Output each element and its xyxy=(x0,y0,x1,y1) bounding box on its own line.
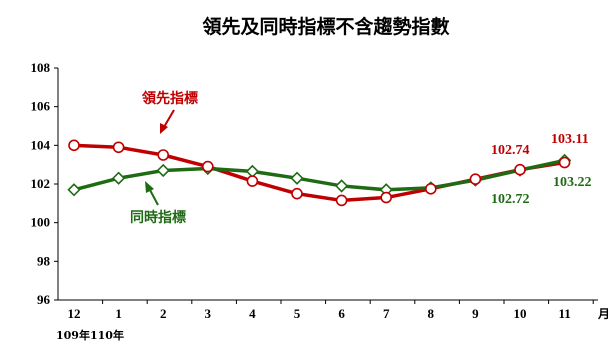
x-tick-label: 7 xyxy=(383,306,390,321)
leading-point xyxy=(335,194,348,207)
leading-point xyxy=(469,173,482,185)
y-tick-label: 106 xyxy=(31,99,51,114)
leading-point xyxy=(246,175,259,187)
x-tick-labels: 12 1 2 3 4 5 6 7 8 9 10 11 xyxy=(68,306,571,321)
leading-point xyxy=(202,160,214,173)
leading-point xyxy=(380,191,393,204)
chart-title: 領先及同時指標不含趨勢指數 xyxy=(202,15,449,38)
coin-value-oct: 102.72 xyxy=(491,192,530,207)
x-tick-label: 5 xyxy=(294,306,301,321)
x-tick-label: 12 xyxy=(68,306,81,321)
year-label-110: 110年 xyxy=(90,328,124,342)
coincident-point xyxy=(334,179,349,193)
series-markers xyxy=(67,139,572,207)
x-tick-label: 4 xyxy=(249,306,256,321)
y-tick-label: 96 xyxy=(37,292,51,307)
leading-point xyxy=(112,141,125,154)
series-line-coincident xyxy=(73,158,565,192)
y-tick-label: 108 xyxy=(31,60,51,75)
y-tick-label: 98 xyxy=(37,253,51,268)
x-tick-label: 6 xyxy=(338,306,345,321)
leading-point xyxy=(558,156,571,169)
leading-point xyxy=(514,163,526,176)
series-label-coincident: 同時指標 xyxy=(130,209,186,226)
coincident-point xyxy=(67,183,81,197)
x-tick-label: 1 xyxy=(115,306,122,321)
y-tick-label: 102 xyxy=(31,176,51,191)
axes xyxy=(54,67,598,304)
coincident-point xyxy=(245,164,260,179)
y-tick-labels: 96 98 100 102 104 106 108 xyxy=(31,60,51,307)
year-label-109: 109年 xyxy=(56,328,90,342)
y-tick-label: 104 xyxy=(31,137,51,152)
coin-value-nov: 103.22 xyxy=(553,175,592,190)
series-lines xyxy=(73,143,565,203)
series-label-leading: 領先指標 xyxy=(142,90,198,107)
x-tick-label: 8 xyxy=(428,306,435,321)
y-tick-label: 100 xyxy=(31,215,51,230)
x-tick-label: 11 xyxy=(558,306,570,321)
leading-point xyxy=(157,149,169,161)
coincident-point xyxy=(290,171,304,185)
leading-point xyxy=(68,139,80,152)
lead-value-oct: 102.74 xyxy=(491,143,530,158)
coincident-point xyxy=(156,163,170,178)
x-unit-label: 月 xyxy=(597,307,608,321)
lead-value-nov: 103.11 xyxy=(551,132,589,147)
x-tick-label: 10 xyxy=(514,306,527,321)
x-tick-label: 3 xyxy=(205,306,212,321)
leading-point xyxy=(424,183,437,195)
leading-point xyxy=(291,187,303,200)
coincident-arrow xyxy=(145,181,159,206)
x-tick-label: 9 xyxy=(472,306,479,321)
coincident-point xyxy=(111,171,126,185)
x-tick-label: 2 xyxy=(160,306,167,321)
leading-arrow xyxy=(160,109,175,134)
